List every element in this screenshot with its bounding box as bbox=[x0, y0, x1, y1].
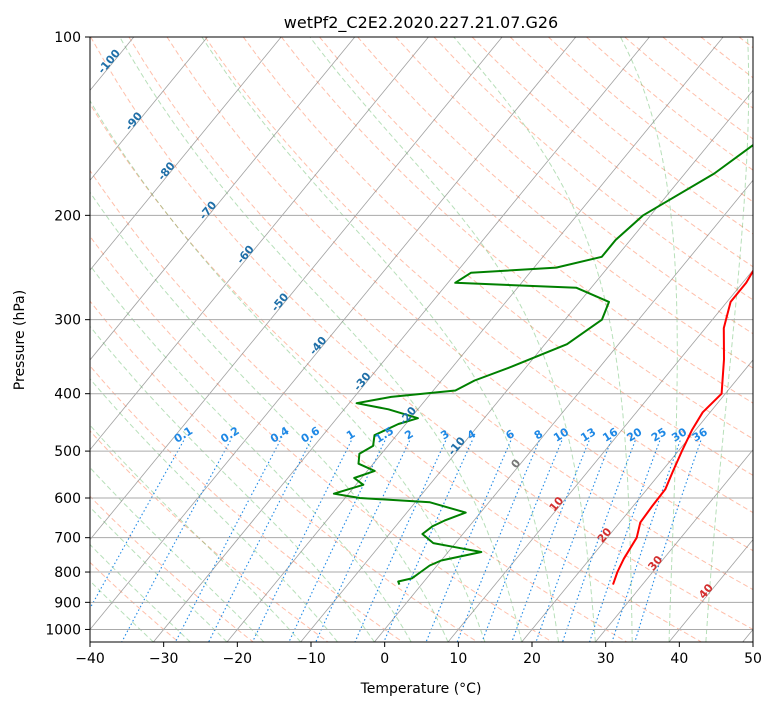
x-tick-label: 0 bbox=[380, 651, 389, 667]
y-tick-label: 400 bbox=[54, 387, 81, 403]
x-tick-label: −10 bbox=[296, 651, 326, 667]
x-tick-label: −20 bbox=[223, 651, 253, 667]
x-tick-label: 10 bbox=[449, 651, 467, 667]
y-tick-label: 100 bbox=[54, 30, 81, 46]
y-axis-label: Pressure (hPa) bbox=[12, 290, 28, 390]
x-tick-label: 30 bbox=[597, 651, 615, 667]
x-axis-label: Temperature (°C) bbox=[360, 681, 482, 697]
y-tick-label: 300 bbox=[54, 313, 81, 329]
x-tick-label: 20 bbox=[523, 651, 541, 667]
y-tick-label: 800 bbox=[54, 565, 81, 581]
x-tick-label: 40 bbox=[670, 651, 688, 667]
x-tick-label: −40 bbox=[75, 651, 105, 667]
x-tick-label: −30 bbox=[149, 651, 179, 667]
y-tick-label: 700 bbox=[54, 531, 81, 547]
x-tick-label: 50 bbox=[744, 651, 762, 667]
y-tick-label: 500 bbox=[54, 444, 81, 460]
chart-title: wetPf2_C2E2.2020.227.21.07.G26 bbox=[284, 13, 558, 33]
y-tick-label: 600 bbox=[54, 491, 81, 507]
y-tick-label: 1000 bbox=[45, 622, 81, 638]
y-tick-label: 200 bbox=[54, 208, 81, 224]
y-tick-label: 900 bbox=[54, 595, 81, 611]
